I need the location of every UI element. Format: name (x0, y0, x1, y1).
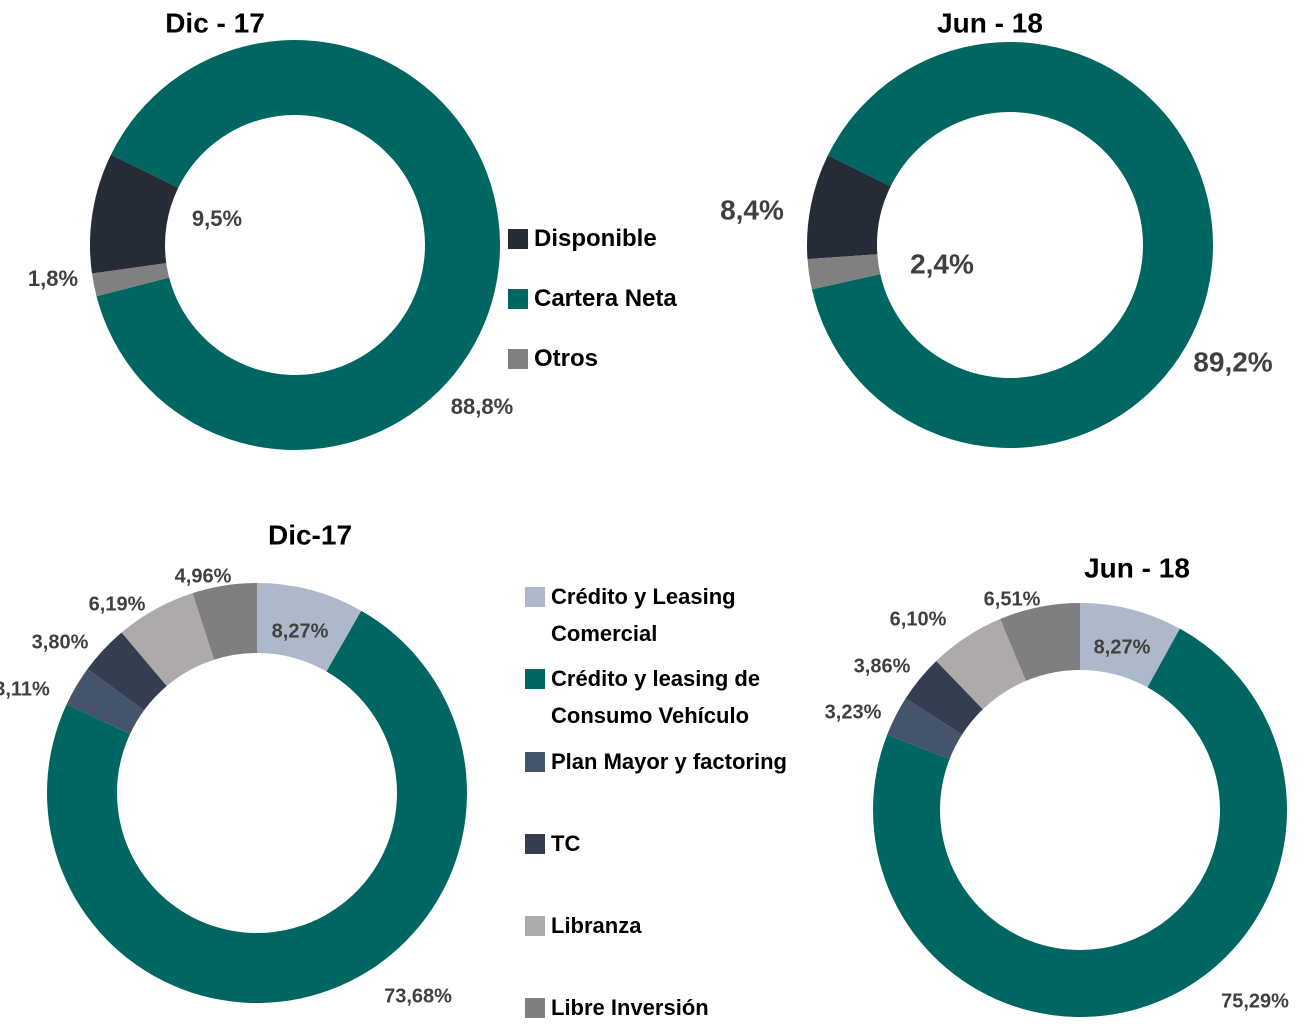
data-label: 3,11% (0, 678, 50, 700)
donut-slice (87, 632, 167, 711)
legend-item: Cartera Neta (508, 284, 794, 314)
data-label: 2,4% (910, 248, 974, 279)
data-label: 8,27% (272, 620, 329, 642)
data-label: 88,8% (451, 394, 513, 419)
legend-swatch (508, 289, 528, 309)
legend-item: TC (525, 825, 811, 862)
donut-slice (807, 155, 891, 260)
data-label: 9,5% (192, 206, 242, 231)
data-label: 6,10% (890, 608, 947, 630)
data-label: 8,4% (720, 194, 784, 225)
legend-label: Libranza (551, 913, 642, 938)
donut-slice (873, 628, 1287, 1017)
legend-item: Crédito y Leasing Comercial (525, 578, 811, 652)
legend-swatch (525, 751, 545, 772)
chart-title: Dic - 17 (165, 7, 265, 38)
legend-swatch (525, 833, 545, 854)
donut-slice (807, 254, 881, 290)
donut-slice (91, 263, 170, 297)
donut-slice (47, 610, 468, 1003)
data-label: 1,8% (28, 266, 78, 291)
legend-swatch (525, 997, 545, 1018)
donut-slice (66, 669, 145, 734)
data-label: 3,23% (825, 701, 882, 723)
legend-label: Otros (534, 345, 599, 372)
donut-slice (936, 619, 1026, 710)
donut-slice (811, 42, 1213, 449)
data-label: 6,19% (89, 593, 146, 615)
legend-swatch (508, 349, 528, 369)
legend-label: Disponible (534, 225, 657, 252)
legend-label: TC (551, 831, 581, 856)
legend-swatch (508, 229, 528, 249)
legend-swatch (525, 586, 545, 607)
data-label: 75,29% (1221, 990, 1289, 1012)
legend-item: Libre Inversión (525, 989, 811, 1026)
data-label: 3,80% (32, 631, 89, 653)
donut-slice (1080, 603, 1180, 688)
legend-label: Plan Mayor y factoring (551, 749, 787, 774)
legend-label: Libre Inversión (551, 995, 709, 1020)
donut-slice (887, 698, 963, 760)
donut-slice (192, 583, 257, 660)
chart-title: Jun - 18 (1084, 552, 1190, 583)
donut-slice (905, 661, 983, 735)
data-label: 4,96% (175, 565, 232, 587)
donut-slice (96, 39, 501, 450)
chart-title: Jun - 18 (937, 7, 1043, 38)
chart-title: Dic-17 (268, 519, 352, 550)
donut-slice (121, 593, 215, 686)
legend-item: Crédito y leasing de Consumo Vehículo (525, 660, 811, 734)
legend-item: Plan Mayor y factoring (525, 743, 811, 780)
legend-label: Crédito y leasing de Consumo Vehículo (551, 666, 761, 728)
legend-item: Libranza (525, 907, 811, 944)
data-label: 3,86% (854, 655, 911, 677)
legend-item: Disponible (508, 224, 794, 254)
donut-slice (257, 583, 362, 672)
legend-label: Cartera Neta (534, 285, 677, 312)
donut-slice (1000, 603, 1080, 681)
data-label: 8,27% (1094, 636, 1151, 658)
legend-item: Otros (508, 344, 794, 374)
legend-swatch (525, 915, 545, 936)
legend-label: Crédito y Leasing Comercial (551, 584, 736, 646)
data-label: 73,68% (384, 985, 452, 1007)
data-label: 89,2% (1193, 346, 1272, 377)
donut-slice (90, 154, 179, 274)
legend-swatch (525, 668, 545, 689)
data-label: 6,51% (984, 588, 1041, 610)
